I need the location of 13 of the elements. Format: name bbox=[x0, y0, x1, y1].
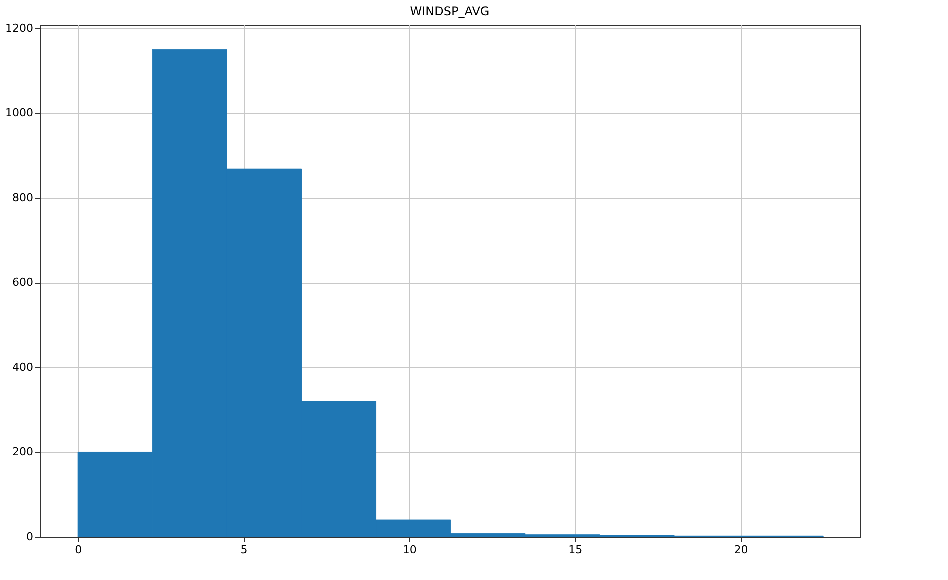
x-tick-label: 20 bbox=[734, 544, 748, 556]
x-tick-label: 10 bbox=[402, 544, 417, 556]
y-tick-label: 1000 bbox=[6, 106, 34, 120]
y-tick-label: 200 bbox=[12, 446, 34, 459]
y-tick-label: 600 bbox=[12, 276, 34, 290]
y-tick-label: 400 bbox=[12, 360, 34, 374]
x-tick-label: 15 bbox=[568, 544, 583, 556]
y-tick-label: 0 bbox=[26, 530, 34, 544]
y-tick-label: 800 bbox=[12, 191, 34, 204]
x-tick-label: 5 bbox=[240, 544, 248, 556]
chart-title: WINDSP_AVG bbox=[410, 4, 490, 18]
y-tick-label: 1200 bbox=[6, 22, 34, 35]
x-tick-label: 0 bbox=[75, 544, 82, 556]
